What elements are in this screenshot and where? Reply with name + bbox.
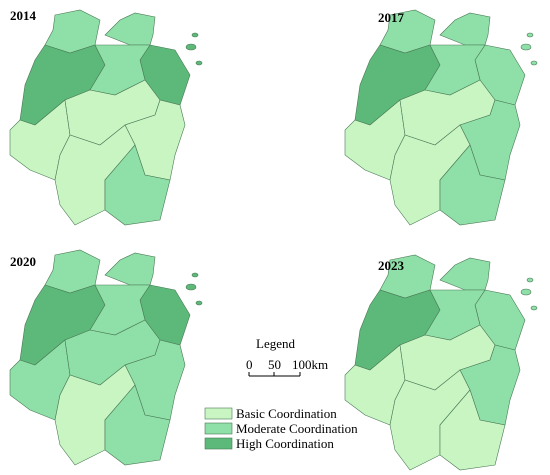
map-panel — [9, 249, 203, 466]
region — [104, 252, 156, 286]
legend-swatch — [204, 437, 233, 450]
island — [530, 60, 538, 66]
legend-label: Moderate Coordination — [236, 421, 358, 436]
region — [104, 384, 171, 466]
legend-label: Basic Coordination — [236, 406, 337, 421]
island — [520, 43, 532, 51]
island — [195, 60, 203, 66]
island — [185, 283, 197, 291]
scale-label: 50 — [268, 357, 281, 372]
scale-bar — [248, 372, 301, 377]
island — [185, 43, 197, 51]
island — [191, 32, 199, 38]
scale-label: 0 — [246, 357, 253, 372]
island — [526, 277, 534, 283]
legend-swatch — [204, 422, 233, 435]
island — [526, 32, 534, 38]
map-panel — [344, 9, 538, 226]
region — [104, 144, 171, 226]
island — [191, 272, 199, 278]
region — [439, 144, 506, 226]
map-year: 2017 — [378, 10, 405, 25]
map-year: 2014 — [10, 8, 37, 23]
region — [439, 389, 506, 471]
map-panel — [9, 9, 203, 226]
island — [195, 300, 203, 306]
scale-label: 100km — [292, 357, 328, 372]
legend-swatch — [204, 407, 233, 420]
map-year: 2020 — [10, 254, 36, 269]
map-year: 2023 — [378, 258, 405, 273]
region — [439, 257, 491, 291]
map-panel — [344, 254, 538, 471]
legend-title: Legend — [256, 336, 295, 351]
region — [104, 12, 156, 46]
island — [530, 305, 538, 311]
island — [520, 288, 532, 296]
region — [439, 12, 491, 46]
legend-label: High Coordination — [236, 436, 334, 451]
